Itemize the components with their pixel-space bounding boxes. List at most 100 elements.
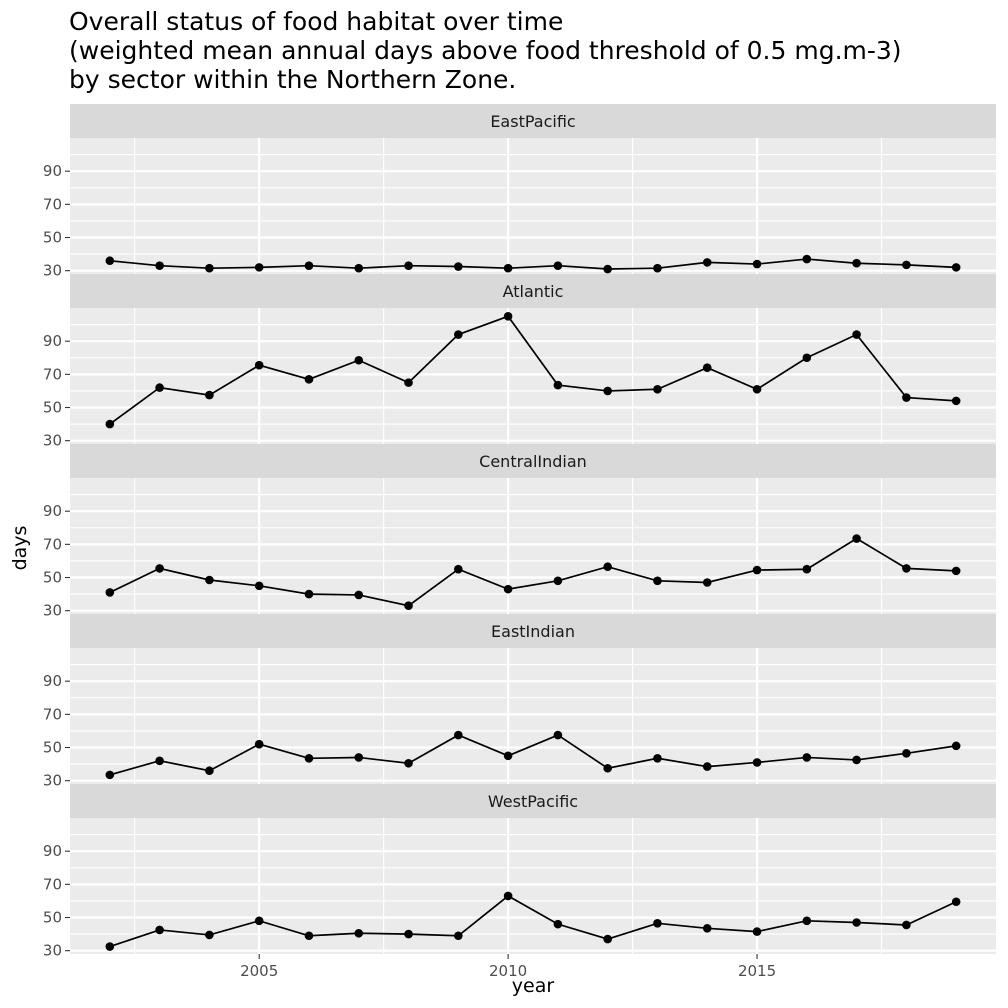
data-point xyxy=(802,753,812,762)
data-point xyxy=(105,256,115,266)
data-point xyxy=(553,730,563,740)
data-point xyxy=(354,590,364,600)
y-tick-label: 50 xyxy=(43,909,62,927)
data-point xyxy=(752,927,762,936)
y-tick-label: 30 xyxy=(43,602,62,620)
x-tick-label: 2010 xyxy=(489,962,527,980)
facet-strip xyxy=(70,784,996,818)
data-point xyxy=(155,756,164,766)
data-point xyxy=(205,930,214,940)
data-point xyxy=(454,931,463,941)
y-tick-label: 70 xyxy=(43,705,62,723)
data-point xyxy=(852,534,861,543)
series-line-centralindian xyxy=(109,537,957,607)
data-point xyxy=(702,258,712,267)
data-point xyxy=(752,259,762,269)
data-point xyxy=(254,263,264,272)
y-tick-label: 50 xyxy=(43,399,62,417)
y-tick-label: 70 xyxy=(43,875,62,893)
data-point xyxy=(951,741,961,751)
data-point xyxy=(951,566,961,576)
data-point xyxy=(354,753,364,762)
data-point xyxy=(205,263,214,273)
data-point xyxy=(105,770,115,780)
data-point xyxy=(304,589,314,599)
y-tick-label: 90 xyxy=(43,162,62,180)
data-point xyxy=(304,261,314,271)
facet-strip-label: CentralIndian xyxy=(479,452,587,471)
data-point xyxy=(354,263,364,273)
data-point xyxy=(702,578,712,587)
x-axis: 2005 2010 2015 xyxy=(240,954,776,980)
data-point xyxy=(852,258,861,268)
facet-strip-label: EastIndian xyxy=(491,622,575,641)
data-point xyxy=(802,353,812,363)
data-point xyxy=(852,330,861,339)
y-tick-label: 90 xyxy=(43,672,62,690)
data-point xyxy=(603,562,612,572)
y-tick-label: 30 xyxy=(43,262,62,280)
data-point xyxy=(752,758,762,767)
data-point xyxy=(155,383,164,392)
x-tick-label: 2005 xyxy=(240,962,278,980)
series-line-atlantic xyxy=(109,315,957,425)
data-point xyxy=(902,564,911,573)
chart-title-line-1: Overall status of food habitat over time xyxy=(69,7,563,36)
data-point xyxy=(951,897,961,907)
data-point xyxy=(653,753,662,763)
data-point xyxy=(603,386,612,396)
data-point xyxy=(752,384,762,394)
data-point xyxy=(902,920,911,930)
y-tick-label: 70 xyxy=(43,365,62,383)
data-point xyxy=(304,375,314,384)
data-point xyxy=(354,355,364,365)
data-point xyxy=(254,581,264,591)
data-point xyxy=(802,916,812,926)
data-point xyxy=(503,311,513,321)
y-tick-label: 30 xyxy=(43,772,62,790)
data-point xyxy=(304,931,314,941)
facet-panel-centralindian: CentralIndian 30 50 70 90 xyxy=(43,444,996,620)
panel-background xyxy=(70,308,996,444)
y-tick-label: 70 xyxy=(43,535,62,553)
data-point xyxy=(205,390,214,400)
x-axis-title: year xyxy=(512,975,555,997)
series-line-eastpacific xyxy=(109,258,957,270)
facet-strip xyxy=(70,444,996,478)
data-point xyxy=(852,755,861,765)
data-point xyxy=(603,934,612,944)
data-point xyxy=(503,891,513,901)
data-point xyxy=(852,918,861,927)
data-point xyxy=(354,928,364,938)
y-tick-label: 50 xyxy=(43,739,62,757)
series-line-westpacific xyxy=(109,894,957,948)
data-point xyxy=(254,360,264,370)
facet-panel-atlantic: Atlantic 30 50 70 90 xyxy=(43,274,996,450)
data-point xyxy=(404,929,413,939)
data-point xyxy=(454,730,463,740)
y-tick-label: 30 xyxy=(43,432,62,450)
data-point xyxy=(404,601,413,611)
series-line-eastindian xyxy=(109,734,957,776)
data-point xyxy=(404,261,413,271)
data-point xyxy=(454,262,463,271)
chart-title-line-2: (weighted mean annual days above food th… xyxy=(69,36,902,65)
data-point xyxy=(205,766,214,776)
facet-strip xyxy=(70,614,996,648)
data-point xyxy=(254,916,264,926)
panel-background xyxy=(70,478,996,614)
y-tick-label: 90 xyxy=(43,842,62,860)
chart-title-line-3: by sector within the Northern Zone. xyxy=(69,65,516,94)
facet-panel-westpacific: WestPacific 30 50 70 90 xyxy=(43,784,996,960)
data-point xyxy=(653,576,662,586)
data-point xyxy=(752,565,762,575)
data-point xyxy=(951,263,961,272)
data-point xyxy=(503,584,513,594)
y-axis-title: days xyxy=(9,526,31,571)
data-point xyxy=(553,576,563,586)
y-tick-label: 90 xyxy=(43,332,62,350)
facet-strip-label: Atlantic xyxy=(503,282,564,301)
data-point xyxy=(553,261,563,271)
data-point xyxy=(702,923,712,933)
